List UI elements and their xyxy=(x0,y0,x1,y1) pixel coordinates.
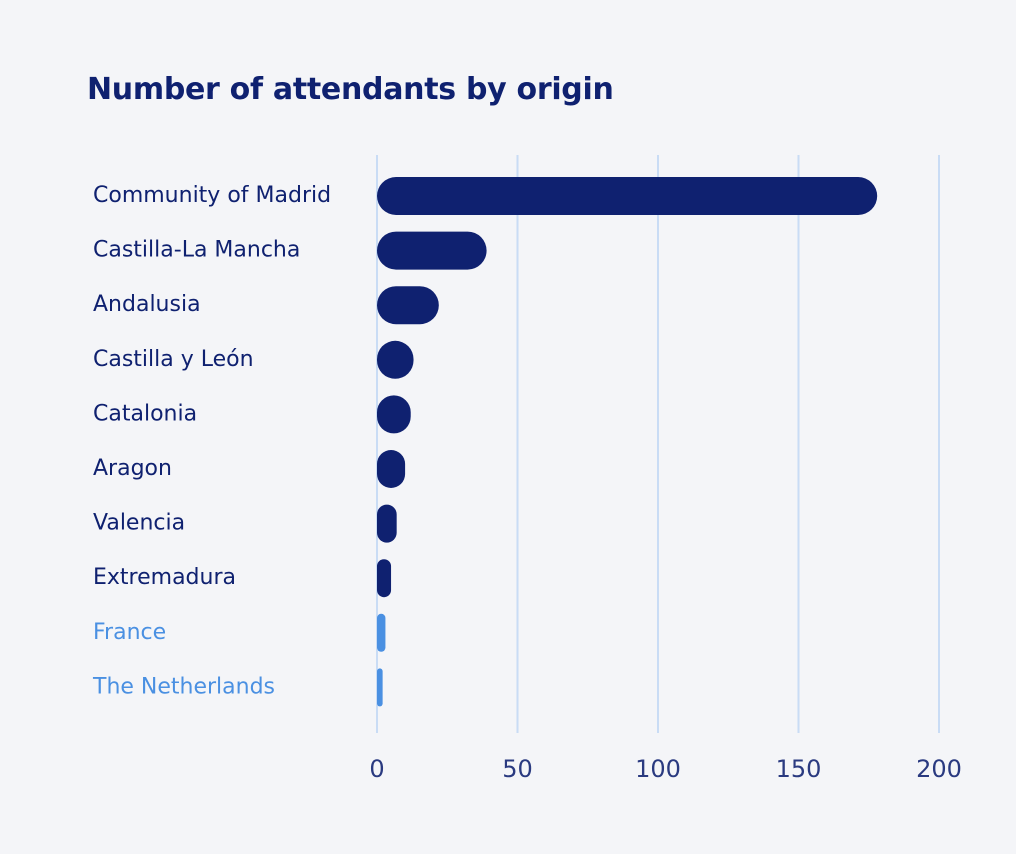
x-tick-label: 0 xyxy=(369,755,384,783)
x-tick-label: 100 xyxy=(635,755,681,783)
bar xyxy=(377,286,439,325)
category-label: Castilla-La Mancha xyxy=(93,238,300,263)
x-tick-label: 150 xyxy=(776,755,822,783)
category-label: Aragon xyxy=(93,456,172,481)
x-tick-label: 200 xyxy=(916,755,962,783)
bar xyxy=(377,395,411,434)
bar xyxy=(377,504,397,543)
category-label: Extremadura xyxy=(93,565,236,590)
x-tick-label: 50 xyxy=(502,755,533,783)
bar xyxy=(377,231,487,270)
category-label: Valencia xyxy=(93,511,185,536)
category-label: The Netherlands xyxy=(92,674,275,699)
category-label: Castilla y León xyxy=(93,347,254,372)
category-label: Community of Madrid xyxy=(93,183,331,208)
category-label: Catalonia xyxy=(93,401,197,426)
bar xyxy=(377,177,878,215)
category-label: Andalusia xyxy=(93,292,201,317)
bar xyxy=(377,613,386,652)
bar xyxy=(377,450,406,488)
chart-title: Number of attendants by origin xyxy=(87,72,614,107)
bar xyxy=(377,340,414,379)
bar xyxy=(377,668,383,707)
bar xyxy=(377,559,392,598)
category-label: France xyxy=(93,620,166,645)
